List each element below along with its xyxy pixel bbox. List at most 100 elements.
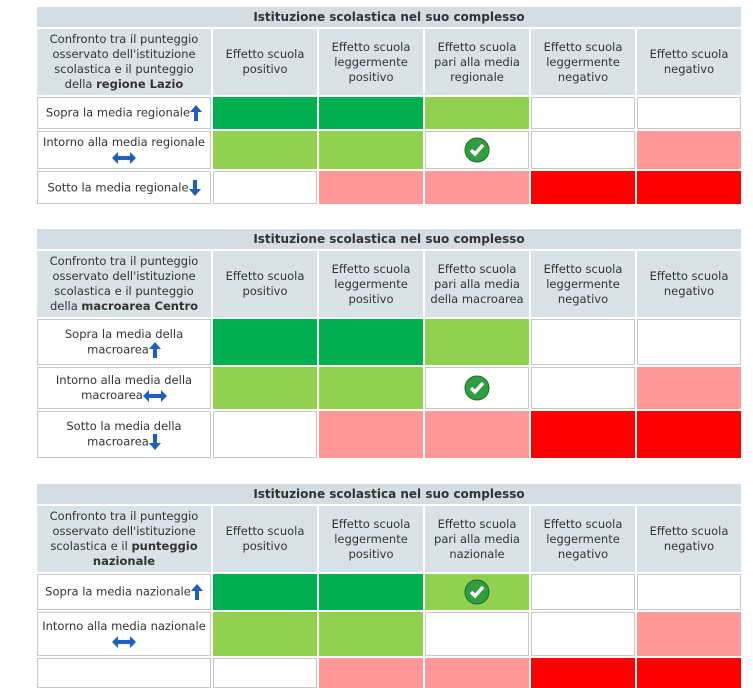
text: Effetto scuola positivo xyxy=(225,47,305,76)
corner-header: Confronto tra il punteggio osservato del… xyxy=(37,29,211,95)
column-header: Effetto scuola leggermente positivo xyxy=(319,506,423,572)
bold-text: macroarea Centro xyxy=(81,299,199,313)
text: Effetto scuola leggermente positivo xyxy=(331,261,411,306)
text: Effetto scuola leggermente positivo xyxy=(331,39,411,84)
text: Sotto la media regionale xyxy=(47,180,189,194)
text: Sotto la media della macroarea xyxy=(66,419,182,449)
check-icon xyxy=(464,137,490,163)
rating-cell xyxy=(425,574,529,610)
rating-cell xyxy=(637,658,741,688)
rating-cell xyxy=(637,367,741,409)
rating-cell xyxy=(637,319,741,365)
rating-cell xyxy=(425,319,529,365)
column-header: Effetto scuola leggermente negativo xyxy=(531,29,635,95)
text: Sopra la media nazionale xyxy=(45,584,191,599)
column-header: Effetto scuola negativo xyxy=(637,251,741,317)
column-header: Effetto scuola pari alla media regionale xyxy=(425,29,529,95)
rating-cell xyxy=(531,658,635,688)
column-header: Effetto scuola leggermente positivo xyxy=(319,29,423,95)
table-title: Istituzione scolastica nel suo complesso xyxy=(37,229,741,249)
rating-cell xyxy=(213,367,317,409)
text: Istituzione scolastica nel suo complesso xyxy=(253,231,525,246)
rating-cell xyxy=(213,171,317,204)
text: Sopra la media della macroarea xyxy=(64,326,184,357)
column-header: Effetto scuola leggermente negativo xyxy=(531,251,635,317)
column-header: Effetto scuola positivo xyxy=(213,251,317,317)
text: Istituzione scolastica nel suo complesso xyxy=(253,486,525,501)
rating-cell xyxy=(425,171,529,204)
row-label: Sopra la media regionale xyxy=(37,97,211,129)
row-label: Sopra la media nazionale xyxy=(37,574,211,610)
rating-cell xyxy=(425,97,529,129)
rating-cell xyxy=(531,171,635,204)
text: Effetto scuola positivo xyxy=(225,269,305,298)
rating-cell xyxy=(319,131,423,169)
column-header: Effetto scuola pari alla media della mac… xyxy=(425,251,529,317)
rating-cell xyxy=(637,97,741,129)
text: Effetto scuola negativo xyxy=(649,524,729,553)
column-header: Effetto scuola negativo xyxy=(637,506,741,572)
row-label: Intorno alla media nazionale xyxy=(37,612,211,656)
text: Intorno alla media della macroarea xyxy=(55,373,193,402)
row-label: Sopra la media della macroarea xyxy=(37,319,211,365)
corner-header: Confronto tra il punteggio osservato del… xyxy=(37,251,211,317)
rating-cell xyxy=(319,574,423,610)
text: Confronto tra il punteggio osservato del… xyxy=(49,254,199,313)
text: Effetto scuola leggermente negativo xyxy=(543,261,623,306)
rating-cell xyxy=(531,319,635,365)
text: Effetto scuola pari alla media della mac… xyxy=(430,261,524,306)
rating-cell xyxy=(319,411,423,458)
rating-cell xyxy=(637,612,741,656)
page: (() => { const data = JSON.parse(documen… xyxy=(37,7,741,688)
rating-cell xyxy=(425,367,529,409)
rating-cell xyxy=(531,411,635,458)
rating-cell xyxy=(213,411,317,458)
text: Effetto scuola pari alla media nazionale xyxy=(434,516,520,561)
column-header: Effetto scuola positivo xyxy=(213,29,317,95)
text: Effetto scuola leggermente negativo xyxy=(543,516,623,561)
text: Effetto scuola leggermente positivo xyxy=(331,516,411,561)
rating-cell xyxy=(213,612,317,656)
text: Effetto scuola negativo xyxy=(649,47,729,76)
rating-cell xyxy=(531,131,635,169)
row-label: Sotto la media della macroarea xyxy=(37,411,211,458)
table-title: Istituzione scolastica nel suo complesso xyxy=(37,484,741,504)
rating-cell xyxy=(425,612,529,656)
text: Sopra la media regionale xyxy=(45,105,191,120)
row-label xyxy=(37,658,211,688)
text: Effetto scuola leggermente negativo xyxy=(543,39,623,84)
rating-cell xyxy=(425,411,529,458)
rating-cell xyxy=(319,171,423,204)
rating-cell xyxy=(319,658,423,688)
table-title: Istituzione scolastica nel suo complesso xyxy=(37,7,741,27)
text: Istituzione scolastica nel suo complesso xyxy=(253,9,525,24)
column-header: Effetto scuola negativo xyxy=(637,29,741,95)
corner-header: Confronto tra il punteggio osservato del… xyxy=(37,506,211,572)
rating-cell xyxy=(213,319,317,365)
text: Effetto scuola positivo xyxy=(225,524,305,553)
rating-cell xyxy=(531,367,635,409)
check-icon xyxy=(464,375,490,401)
rating-cell xyxy=(531,97,635,129)
rating-cell xyxy=(319,319,423,365)
rating-cell xyxy=(213,97,317,129)
row-label: Intorno alla media della macroarea xyxy=(37,367,211,409)
row-label: Intorno alla media regionale xyxy=(37,131,211,169)
rating-cell xyxy=(319,97,423,129)
rating-cell xyxy=(213,658,317,688)
text: Effetto scuola pari alla media regionale xyxy=(434,39,520,84)
text: Intorno alla media nazionale xyxy=(42,619,206,633)
rating-cell xyxy=(213,131,317,169)
rating-cell xyxy=(319,367,423,409)
bold-text: punteggio nazionale xyxy=(92,539,198,568)
text: Confronto tra il punteggio osservato del… xyxy=(49,32,199,91)
check-icon xyxy=(464,579,490,605)
rating-cell xyxy=(319,612,423,656)
column-header: Effetto scuola leggermente negativo xyxy=(531,506,635,572)
rating-cell xyxy=(637,411,741,458)
text: Effetto scuola negativo xyxy=(649,269,729,298)
column-header: Effetto scuola pari alla media nazionale xyxy=(425,506,529,572)
column-header: Effetto scuola leggermente positivo xyxy=(319,251,423,317)
text: Intorno alla media regionale xyxy=(42,135,206,149)
rating-cell xyxy=(531,574,635,610)
